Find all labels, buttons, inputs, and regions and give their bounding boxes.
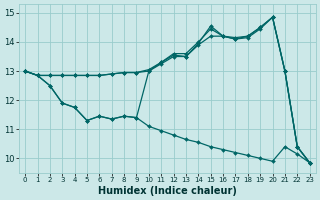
X-axis label: Humidex (Indice chaleur): Humidex (Indice chaleur): [98, 186, 237, 196]
